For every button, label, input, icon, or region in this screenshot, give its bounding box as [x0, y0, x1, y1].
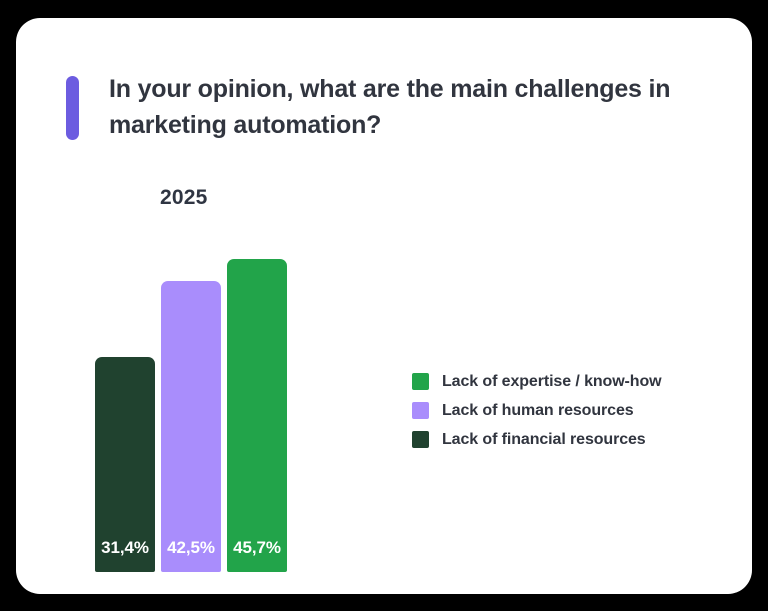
legend-item-label: Lack of financial resources — [442, 430, 646, 448]
chart-card: In your opinion, what are the main chall… — [16, 18, 752, 594]
accent-bar-icon — [66, 76, 79, 140]
chart-bar[interactable]: 45,7% — [227, 259, 287, 572]
bar-value-label: 45,7% — [233, 538, 281, 557]
legend-item-label: Lack of expertise / know-how — [442, 372, 662, 390]
chart-year-label: 2025 — [160, 186, 208, 209]
bar-chart-plot: 31,4% 42,5% 45,7% — [95, 230, 295, 572]
legend-swatch-icon — [412, 431, 429, 448]
bar-value-label: 42,5% — [167, 538, 215, 557]
legend-swatch-icon — [412, 373, 429, 390]
chart-header: In your opinion, what are the main chall… — [66, 72, 726, 143]
legend-item[interactable]: Lack of expertise / know-how — [412, 367, 662, 396]
chart-legend: Lack of expertise / know-how Lack of huma… — [412, 367, 662, 454]
legend-item-label: Lack of human resources — [442, 401, 634, 419]
chart-bar[interactable]: 42,5% — [161, 281, 221, 572]
legend-swatch-icon — [412, 402, 429, 419]
bar-value-label: 31,4% — [101, 538, 149, 557]
legend-item[interactable]: Lack of financial resources — [412, 425, 661, 454]
chart-bar[interactable]: 31,4% — [95, 357, 155, 572]
legend-item[interactable]: Lack of human resources — [412, 396, 661, 425]
page-title: In your opinion, what are the main chall… — [109, 75, 671, 139]
